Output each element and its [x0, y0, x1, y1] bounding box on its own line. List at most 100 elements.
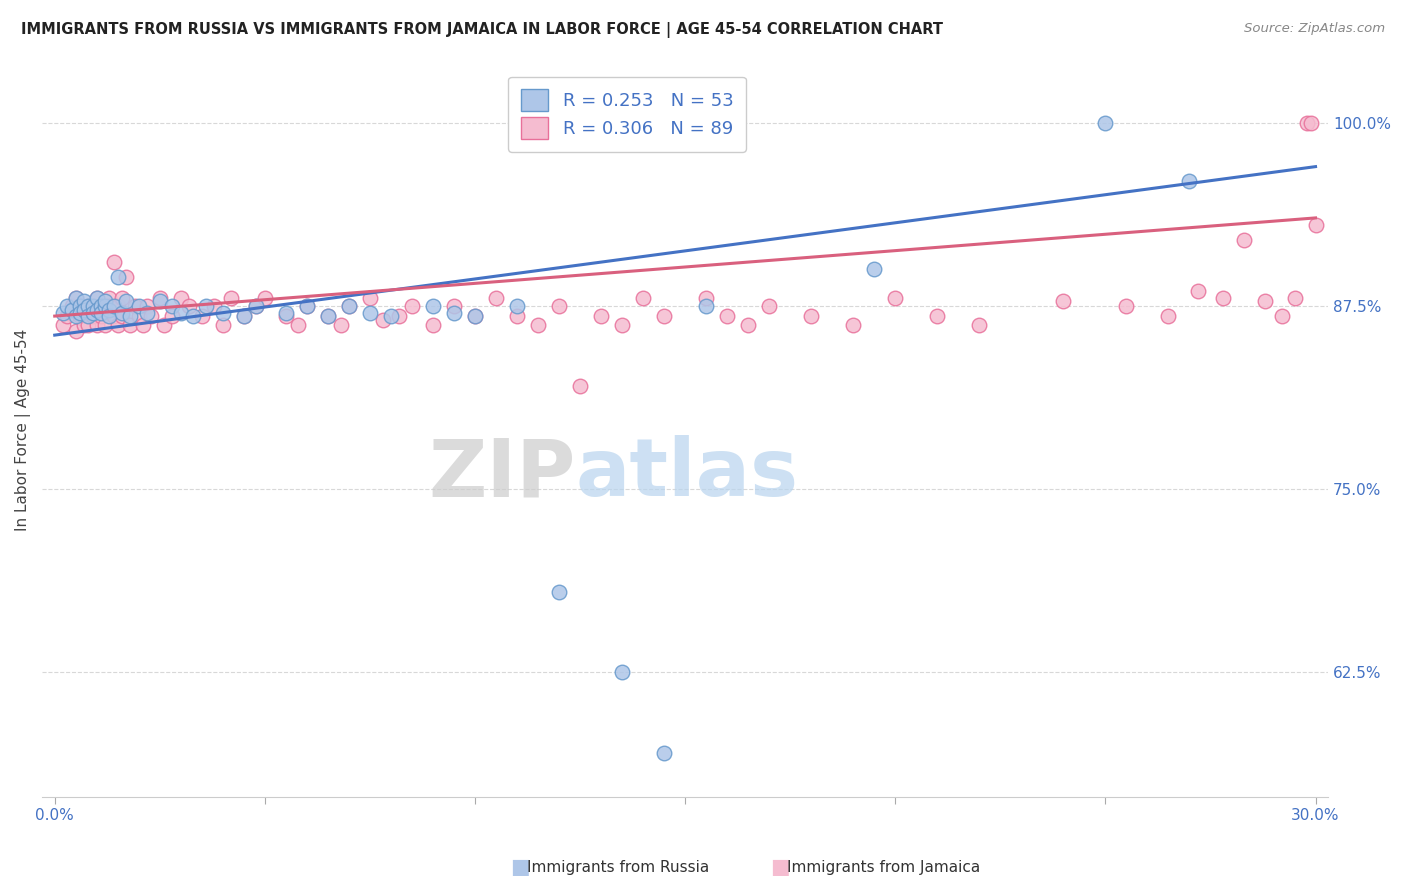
Point: [179, 299, 201, 313]
Text: Source: ZipAtlas.com: Source: ZipAtlas.com: [1244, 22, 1385, 36]
Point: [716, 309, 738, 323]
Point: [610, 665, 633, 680]
Text: Immigrants from Jamaica: Immigrants from Jamaica: [787, 860, 980, 874]
Point: [69, 309, 91, 323]
Point: [149, 292, 172, 306]
Point: [90, 299, 112, 313]
Point: [1094, 116, 1116, 130]
Point: [527, 318, 550, 332]
Point: [136, 306, 159, 320]
Point: [1305, 219, 1327, 233]
Point: [56, 299, 79, 313]
Point: [94, 318, 117, 332]
Point: [1301, 116, 1323, 130]
Point: [94, 299, 117, 313]
Point: [1296, 116, 1319, 130]
Point: [464, 309, 486, 323]
Point: [232, 309, 254, 323]
Point: [359, 292, 381, 306]
Point: [73, 318, 96, 332]
Point: [316, 309, 339, 323]
Point: [86, 303, 108, 318]
Point: [86, 292, 108, 306]
Point: [969, 318, 991, 332]
Point: [631, 292, 654, 306]
Text: ZIP: ZIP: [429, 435, 576, 513]
Point: [548, 584, 571, 599]
Point: [136, 299, 159, 313]
Point: [115, 269, 138, 284]
Point: [695, 299, 717, 313]
Point: [337, 299, 360, 313]
Point: [316, 309, 339, 323]
Point: [52, 318, 75, 332]
Point: [274, 309, 297, 323]
Point: [652, 309, 675, 323]
Point: [1052, 294, 1074, 309]
Point: [1233, 233, 1256, 247]
Point: [359, 306, 381, 320]
Point: [65, 309, 87, 323]
Point: [652, 746, 675, 760]
Point: [591, 309, 613, 323]
Point: [82, 309, 104, 323]
Point: [90, 299, 112, 313]
Text: IMMIGRANTS FROM RUSSIA VS IMMIGRANTS FROM JAMAICA IN LABOR FORCE | AGE 45-54 COR: IMMIGRANTS FROM RUSSIA VS IMMIGRANTS FRO…: [21, 22, 943, 38]
Point: [69, 306, 91, 320]
Point: [245, 299, 267, 313]
Point: [162, 309, 184, 323]
Point: [82, 306, 104, 320]
Point: [610, 318, 633, 332]
Point: [77, 299, 100, 313]
Point: [170, 306, 193, 320]
Point: [211, 318, 233, 332]
Point: [695, 292, 717, 306]
Point: [82, 299, 104, 313]
Point: [107, 318, 129, 332]
Point: [98, 292, 121, 306]
Point: [287, 318, 309, 332]
Point: [485, 292, 508, 306]
Point: [274, 306, 297, 320]
Point: [1212, 292, 1234, 306]
Point: [380, 309, 402, 323]
Point: [153, 318, 176, 332]
Point: [65, 324, 87, 338]
Point: [103, 309, 125, 323]
Point: [132, 318, 155, 332]
Point: [884, 292, 907, 306]
Point: [56, 309, 79, 323]
Point: [65, 292, 87, 306]
Point: [128, 309, 150, 323]
Point: [737, 318, 759, 332]
Point: [443, 306, 465, 320]
Point: [295, 299, 318, 313]
Point: [52, 306, 75, 320]
Point: [120, 309, 142, 323]
Point: [371, 313, 394, 327]
Point: [73, 303, 96, 318]
Point: [422, 299, 444, 313]
Point: [124, 299, 146, 313]
Point: [65, 292, 87, 306]
Point: [107, 269, 129, 284]
Point: [120, 318, 142, 332]
Point: [94, 294, 117, 309]
Point: [506, 309, 529, 323]
Point: [219, 292, 242, 306]
Point: [191, 309, 214, 323]
Point: [506, 299, 529, 313]
Point: [329, 318, 352, 332]
Point: [86, 292, 108, 306]
Point: [195, 299, 218, 313]
Point: [863, 262, 886, 277]
Point: [162, 299, 184, 313]
Point: [842, 318, 865, 332]
Point: [98, 299, 121, 313]
Point: [388, 309, 411, 323]
Text: ■: ■: [770, 857, 790, 877]
Point: [337, 299, 360, 313]
Point: [1178, 174, 1201, 188]
Text: ■: ■: [510, 857, 530, 877]
Point: [1271, 309, 1294, 323]
